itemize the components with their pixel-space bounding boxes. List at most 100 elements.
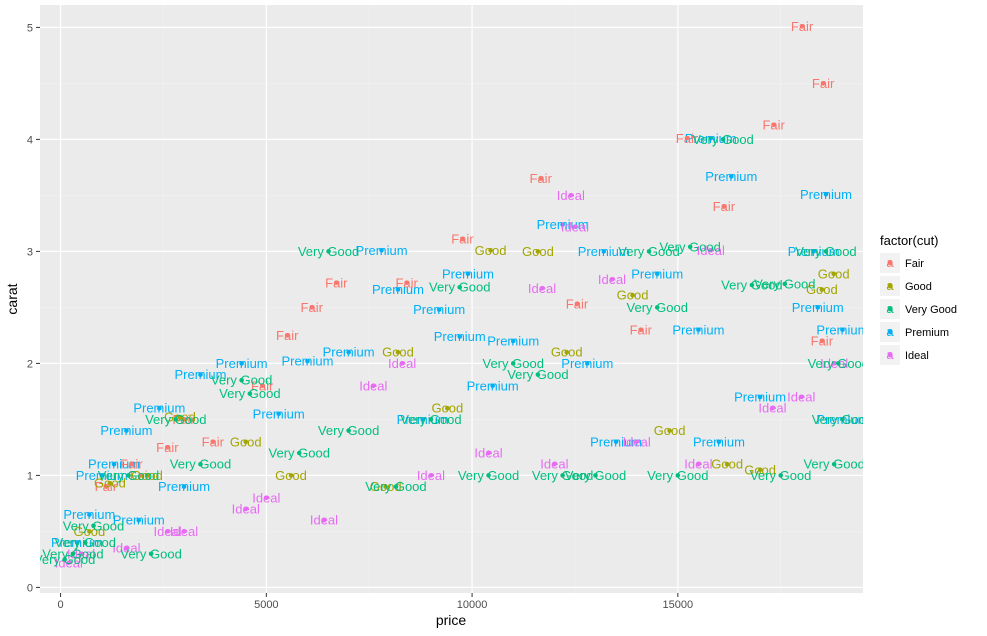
y-tick-label: 3 xyxy=(27,246,33,258)
point-label: Very Good xyxy=(692,132,753,147)
point-label: Ideal xyxy=(388,356,416,371)
point-label: Fair xyxy=(713,199,736,214)
data-point xyxy=(379,247,384,253)
point-label: Fair xyxy=(301,300,324,315)
data-point xyxy=(535,249,541,254)
point-label: Fair xyxy=(172,412,195,427)
data-point xyxy=(264,495,269,501)
point-label: Premium xyxy=(578,244,630,259)
point-label: Good xyxy=(131,468,163,483)
point-label: Fair xyxy=(202,434,225,449)
legend-key-glyph: a xyxy=(886,324,894,339)
data-point xyxy=(811,249,816,254)
point-label: Very Good xyxy=(170,457,231,472)
point-label: Good xyxy=(522,244,554,259)
data-point xyxy=(510,338,516,344)
data-point xyxy=(457,334,463,339)
data-point xyxy=(720,137,726,142)
data-point xyxy=(840,417,845,422)
data-point xyxy=(593,473,598,478)
point-label: Very Good xyxy=(618,244,679,259)
point-label: Fair xyxy=(451,232,474,247)
point-label: Good xyxy=(370,479,402,494)
point-label: Ideal xyxy=(787,390,815,405)
data-point xyxy=(729,174,734,179)
point-label: Premium xyxy=(51,535,103,550)
point-label: Very Good xyxy=(98,468,159,483)
data-point xyxy=(296,450,302,456)
point-label: Fair xyxy=(676,131,699,146)
point-label: Very Good xyxy=(145,412,206,427)
data-point xyxy=(436,307,442,312)
data-point xyxy=(831,461,837,467)
data-point xyxy=(124,545,129,551)
point-label: Very Good xyxy=(647,468,708,483)
point-label: Premium xyxy=(816,322,868,337)
point-label: Premium xyxy=(816,412,868,427)
point-label: Very Good xyxy=(458,468,519,483)
data-point xyxy=(148,551,154,557)
point-label: Fair xyxy=(130,468,153,483)
point-label: Ideal xyxy=(55,555,83,570)
point-label: Premium xyxy=(685,131,737,146)
data-point xyxy=(721,204,727,209)
point-label: Premium xyxy=(800,187,852,202)
point-label: Ideal xyxy=(310,513,338,528)
data-point xyxy=(334,280,339,286)
data-point xyxy=(646,249,652,254)
data-point xyxy=(584,361,590,366)
point-label: Good xyxy=(744,462,776,477)
data-point xyxy=(239,361,244,366)
legend-key-glyph: a xyxy=(886,255,894,270)
point-label: Premium xyxy=(487,334,539,349)
data-point xyxy=(486,473,491,478)
data-point xyxy=(259,383,265,389)
data-point xyxy=(420,417,425,422)
data-point xyxy=(126,473,131,478)
point-label: Premium xyxy=(76,468,128,483)
data-point xyxy=(181,529,187,534)
point-label: Premium xyxy=(590,434,642,449)
point-label: Ideal xyxy=(170,524,198,539)
data-point xyxy=(124,428,129,433)
legend-title: factor(cut) xyxy=(880,233,939,248)
legend-entry-label: Fair xyxy=(905,258,924,270)
point-label: Ideal xyxy=(758,401,786,416)
point-label: Good xyxy=(806,282,838,297)
data-point xyxy=(630,292,635,298)
point-label: Fair xyxy=(156,440,179,455)
point-label: Good xyxy=(818,266,850,281)
data-point xyxy=(798,394,804,400)
data-point xyxy=(572,224,578,230)
point-label: Good xyxy=(475,243,507,258)
data-point xyxy=(654,305,660,310)
point-label: Very Good xyxy=(298,244,359,259)
data-point xyxy=(107,480,113,486)
data-point xyxy=(539,286,545,291)
data-point xyxy=(799,23,805,29)
data-point xyxy=(634,439,639,445)
data-point xyxy=(157,405,162,411)
data-point xyxy=(552,461,557,467)
data-point xyxy=(708,135,714,141)
point-label: Good xyxy=(654,423,686,438)
point-label: Very Good xyxy=(400,412,461,427)
data-point xyxy=(675,473,681,478)
data-point xyxy=(819,338,825,344)
data-point xyxy=(82,540,88,545)
data-point xyxy=(460,236,465,242)
data-point xyxy=(399,361,405,366)
point-label: Good xyxy=(431,401,463,416)
data-point xyxy=(74,540,80,545)
data-point xyxy=(820,81,826,86)
point-label: Very Good xyxy=(55,535,116,550)
data-point xyxy=(696,327,701,333)
point-label: Ideal xyxy=(359,378,387,393)
point-label: Ideal xyxy=(153,524,181,539)
data-point xyxy=(560,473,565,478)
point-label: Very Good xyxy=(808,356,869,371)
data-point xyxy=(309,305,315,310)
data-point xyxy=(831,361,837,366)
y-tick-label: 1 xyxy=(27,470,33,482)
point-label: Fair xyxy=(120,457,143,472)
